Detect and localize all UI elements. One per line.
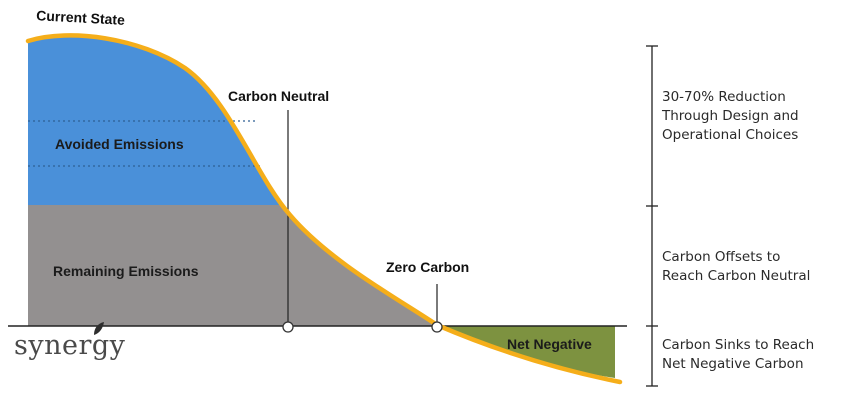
carbon-neutral-point xyxy=(282,321,294,333)
leaf-icon xyxy=(94,322,104,335)
right-bracket xyxy=(646,45,658,387)
emissions-curve xyxy=(25,33,623,385)
zero-carbon-label: Zero Carbon xyxy=(386,259,469,275)
current-state-label: Current State xyxy=(36,7,126,28)
side-note-reduction: 30-70% Reduction Through Design and Oper… xyxy=(662,89,799,143)
side-note-sinks: Carbon Sinks to Reach Net Negative Carbo… xyxy=(662,337,815,372)
brand-wordmark: synergy xyxy=(14,330,126,361)
avoided-emissions-label: Avoided Emissions xyxy=(55,136,184,152)
remaining-emissions-label: Remaining Emissions xyxy=(53,263,199,279)
avoided-emissions-area xyxy=(28,35,437,205)
net-negative-area xyxy=(437,326,615,378)
zero-carbon-point xyxy=(431,321,443,333)
carbon-neutral-label: Carbon Neutral xyxy=(228,88,329,104)
net-negative-label: Net Negative xyxy=(507,336,592,352)
side-note-offsets: Carbon Offsets to Reach Carbon Neutral xyxy=(662,249,811,284)
